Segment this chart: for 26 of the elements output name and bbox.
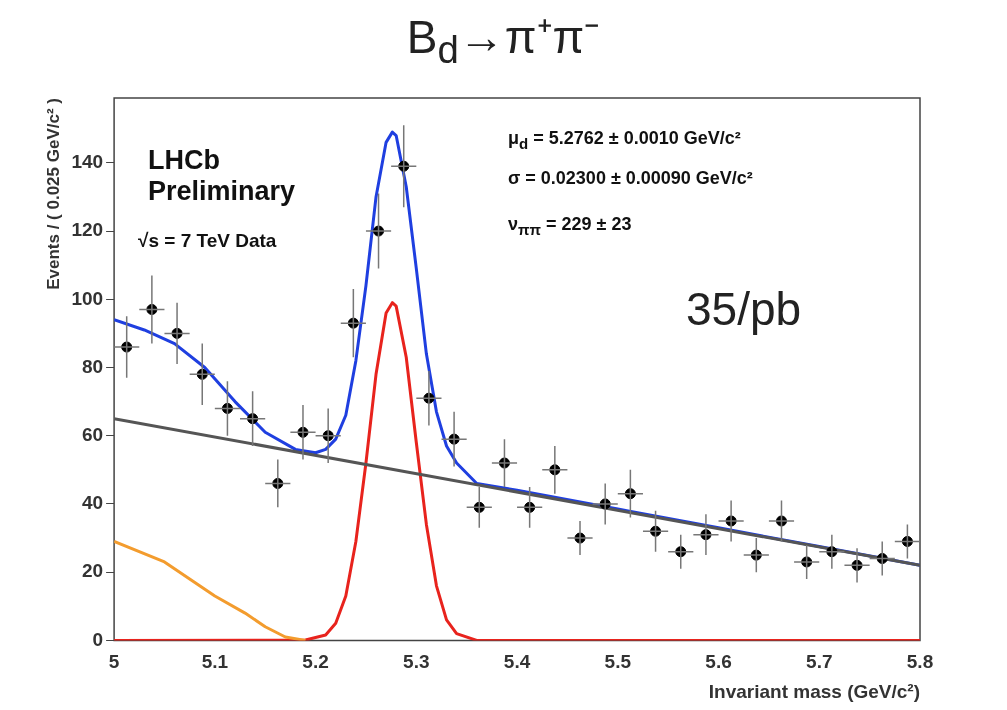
annotation: LHCb Preliminary (148, 145, 297, 208)
x-tick-label: 5.1 (201, 651, 229, 673)
y-tick-label: 20 (81, 560, 104, 582)
x-tick-label: 5.2 (302, 651, 329, 673)
annotation: ν$_{ππ}$ = 229 ± 23 (508, 214, 632, 238)
y-tick-label: 140 (71, 151, 104, 173)
x-tick-label: 5.7 (806, 651, 833, 673)
x-tick-label: 5.3 (403, 651, 430, 673)
x-tick-label: 5.6 (705, 651, 732, 673)
x-tick-label: 5.4 (503, 651, 531, 673)
y-tick-label: 80 (81, 355, 104, 377)
annotation: 35/pb (686, 282, 802, 336)
x-axis-title: Invariant mass (GeV/c²) (708, 680, 920, 702)
y-tick-label: 120 (71, 219, 104, 241)
x-tick-label: 5.5 (604, 651, 632, 673)
y-tick-label: 60 (81, 423, 104, 445)
x-tick-label: 5.8 (906, 651, 934, 673)
annotation: σ = 0.02300 ± 0.00090 GeV/c² (508, 168, 753, 189)
y-tick-label: 100 (71, 287, 104, 309)
chart-title: B$_{d}$→π⁺π⁻ (405, 10, 602, 73)
y-tick-label: 0 (92, 628, 104, 650)
y-tick-label: 40 (81, 492, 104, 514)
y-axis-title: Events / ( 0.025 GeV/c² ) (43, 98, 63, 290)
x-tick-label: 5 (108, 651, 120, 673)
annotation: √s = 7 TeV Data (138, 230, 277, 252)
annotation: μ$_{d}$ = 5.2762 ± 0.0010 GeV/c² (508, 128, 741, 152)
